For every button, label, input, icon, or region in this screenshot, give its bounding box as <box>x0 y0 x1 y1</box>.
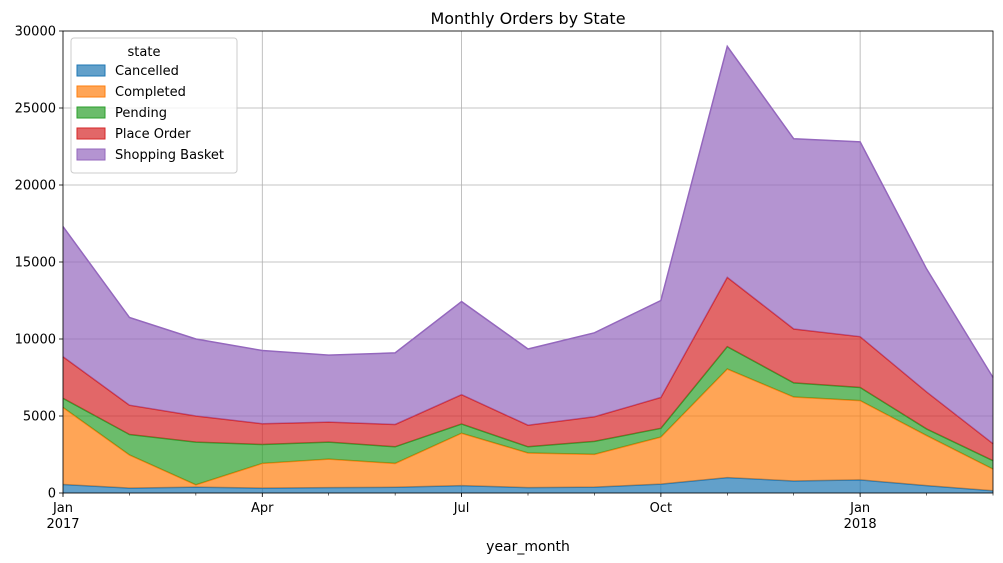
legend-label: Cancelled <box>115 64 179 79</box>
y-tick-label: 30000 <box>15 25 56 40</box>
area-completed <box>63 369 993 491</box>
line-shopping-basket <box>62 44 994 378</box>
area-cancelled <box>63 477 993 493</box>
y-tick-label: 20000 <box>15 179 56 194</box>
x-tick-year-label: 2018 <box>844 517 877 532</box>
x-tick-year-label: 2017 <box>46 517 79 532</box>
legend: state Cancelled Completed Pending Place Orde… <box>70 37 238 174</box>
legend-swatch <box>76 64 106 77</box>
x-tick-label: Jul <box>453 501 470 516</box>
legend-label: Pending <box>115 106 167 121</box>
legend-label: Completed <box>115 85 186 100</box>
y-tick-label: 0 <box>48 487 56 502</box>
area-place-order <box>63 277 993 461</box>
legend-swatch <box>76 148 106 161</box>
y-tick-label: 10000 <box>15 333 56 348</box>
y-tick-label: 25000 <box>15 102 56 117</box>
x-tick-label: Jan <box>849 501 870 516</box>
legend-label: Shopping Basket <box>115 148 224 163</box>
chart-title: Monthly Orders by State <box>430 9 625 28</box>
axes: 050001000015000200002500030000Jan2017Apr… <box>15 25 994 532</box>
legend-swatch <box>76 127 106 140</box>
y-tick-label: 15000 <box>15 256 56 271</box>
x-axis-label: year_month <box>486 539 570 555</box>
legend-swatch <box>76 106 106 119</box>
x-tick-label: Apr <box>251 501 274 516</box>
y-tick-label: 5000 <box>23 410 56 425</box>
legend-box <box>70 37 238 174</box>
x-tick-label: Jan <box>52 501 73 516</box>
area-pending <box>63 346 993 485</box>
legend-swatch <box>76 85 106 98</box>
legend-label: Place Order <box>115 127 191 142</box>
x-tick-label: Oct <box>650 501 672 516</box>
series-areas <box>62 44 994 493</box>
legend-title: state <box>128 45 161 60</box>
area-shopping-basket <box>63 46 993 444</box>
